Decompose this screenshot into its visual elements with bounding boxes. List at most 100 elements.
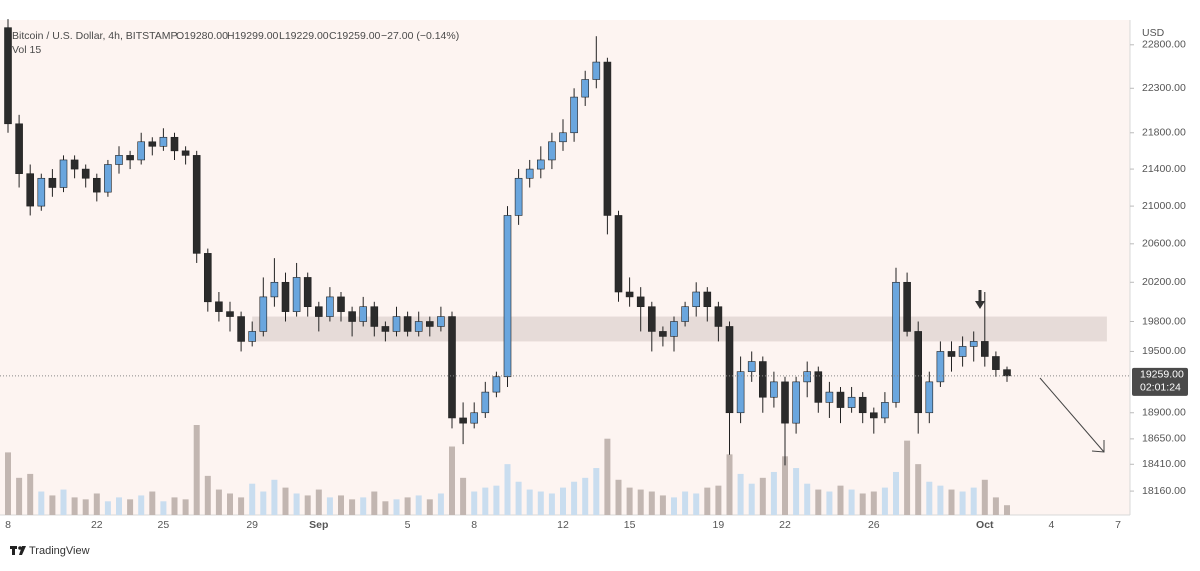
volume-bar	[881, 487, 888, 515]
y-tick-label: 19500.00	[1142, 345, 1186, 357]
candle-body	[803, 371, 812, 383]
x-tick-label: 22	[91, 519, 103, 531]
ohlc-change: −27.00 (−0.14%)	[381, 30, 459, 42]
last-price-label: 19259.00	[1140, 369, 1184, 381]
candle-body	[736, 371, 745, 414]
volume-bar	[293, 493, 300, 515]
volume-bar	[537, 491, 544, 515]
volume-bar	[149, 491, 156, 515]
y-tick-label: 18900.00	[1142, 407, 1186, 419]
candle-body	[958, 346, 967, 357]
volume-bar	[959, 491, 966, 515]
ohlc-low: L19229.00	[279, 30, 329, 42]
plot-layer	[4, 19, 1107, 515]
candle-body	[714, 306, 723, 327]
x-tick-label: 12	[557, 519, 569, 531]
volume-bar	[493, 485, 500, 515]
candle-body	[470, 412, 479, 424]
volume-bar	[915, 464, 922, 515]
candle-body	[370, 306, 379, 327]
candle-body	[581, 79, 590, 98]
candle-body	[936, 351, 945, 383]
plot-background	[0, 20, 1130, 515]
candle-body	[836, 391, 845, 408]
candle-body	[703, 291, 712, 308]
volume-bar	[127, 499, 134, 515]
volume-bar	[693, 493, 700, 515]
candle-body	[181, 150, 190, 156]
candle-body	[414, 321, 423, 332]
volume-bar	[893, 471, 899, 515]
candle-body	[725, 326, 734, 414]
candle-body	[126, 155, 134, 161]
volume-bar	[182, 499, 189, 515]
currency-label: USD	[1142, 27, 1165, 39]
candle-body	[403, 316, 412, 332]
volume-bar	[815, 489, 822, 515]
volume-bar	[770, 471, 777, 515]
volume-bar	[715, 485, 722, 515]
candle-body	[503, 215, 512, 378]
candle-body	[437, 316, 445, 327]
candle-body	[548, 141, 556, 161]
volume-bar	[260, 491, 267, 515]
volume-bar	[138, 495, 145, 515]
candle-body	[770, 381, 778, 398]
candle-body	[992, 356, 1000, 370]
y-tick-label: 18650.00	[1142, 433, 1186, 445]
volume-bar	[338, 495, 344, 515]
y-tick-label: 18410.00	[1142, 458, 1186, 470]
volume-bar	[27, 473, 34, 515]
candle-body	[15, 123, 23, 174]
ohlc-high: H19299.00	[227, 30, 279, 42]
candle-body	[204, 253, 212, 303]
candle-body	[514, 177, 523, 216]
candle-body	[348, 311, 356, 322]
brand-name: TradingView	[29, 545, 90, 557]
candle-body	[93, 177, 101, 193]
candle-body	[692, 291, 701, 308]
candle-body	[115, 155, 123, 165]
volume-bar	[560, 487, 566, 515]
x-tick-label: 8	[5, 519, 11, 531]
volume-bar	[16, 477, 23, 515]
volume-bar	[626, 487, 633, 515]
volume-bar	[981, 479, 988, 515]
volume-bar	[571, 481, 578, 515]
indicator-label: Vol 15	[12, 44, 41, 56]
volume-bar	[304, 495, 311, 515]
candle-body	[381, 326, 390, 332]
y-tick-label: 21400.00	[1142, 163, 1186, 175]
x-tick-label: 25	[158, 519, 170, 531]
brand-logo	[10, 546, 26, 555]
candle-body	[592, 61, 601, 80]
volume-bar	[637, 489, 644, 515]
volume-bar	[648, 491, 655, 515]
volume-bar	[737, 473, 744, 515]
volume-bar	[848, 489, 855, 515]
y-tick-label: 21000.00	[1142, 200, 1186, 212]
volume-bar	[38, 491, 45, 515]
candle-body	[747, 361, 756, 372]
volume-bar	[593, 468, 600, 515]
volume-bar	[992, 497, 999, 515]
resistance-zone	[252, 316, 1107, 342]
candle-body	[1003, 369, 1011, 377]
volume-bar	[71, 497, 78, 515]
candle-body	[525, 168, 534, 179]
x-tick-label: 26	[868, 519, 880, 531]
candle-body	[37, 177, 46, 207]
candle-body	[248, 331, 256, 342]
candle-body	[70, 159, 79, 170]
volume-bar	[937, 485, 944, 515]
volume-bar	[238, 497, 245, 515]
volume-bar	[382, 501, 389, 515]
candle-body	[492, 376, 501, 393]
candle-body	[892, 281, 900, 403]
candle-body	[559, 132, 567, 143]
volume-bar	[204, 475, 211, 515]
volume-bar	[682, 491, 689, 515]
volume-bar	[659, 495, 666, 515]
candle-body	[792, 381, 800, 424]
